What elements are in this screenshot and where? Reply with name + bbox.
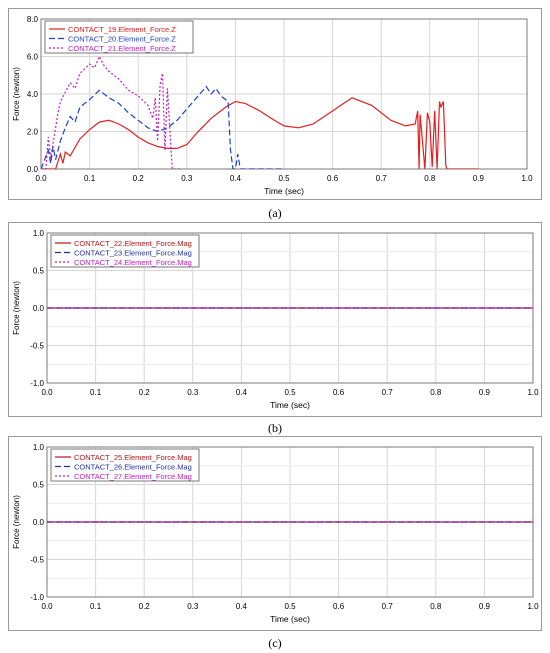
x-axis-label: Time (sec) [264, 186, 304, 196]
series-line-3 [41, 55, 182, 169]
x-tick-label: 0.6 [333, 602, 345, 611]
legend-label: CONTACT_20.Element_Force.Z [68, 35, 176, 44]
caption-c: (c) [268, 636, 282, 650]
y-tick-label: 0.5 [33, 481, 45, 490]
legend-label: CONTACT_24.Element_Force.Mag [74, 258, 192, 267]
y-tick-label: 0.0 [27, 165, 39, 174]
force-chart-a: 0.0 0.1 0.2 0.3 0.4 0.5 0.6 0.7 0.8 0.9 1.0 0.0 2.0 4… [12, 15, 533, 196]
y-tick-label: 2.0 [27, 128, 39, 137]
plot-border [40, 18, 528, 170]
force-chart-c: 0.0 0.1 0.2 0.3 0.4 0.5 0.6 0.7 0.8 0.9 1.0 1.0 0.5 0… [12, 443, 539, 624]
x-tick-label: 0.4 [236, 602, 248, 611]
x-tick-label: 0.8 [430, 602, 442, 611]
legend-label: CONTACT_22.Element_Force.Mag [74, 239, 192, 248]
legend-box [50, 234, 200, 268]
x-tick-label: 0.1 [90, 602, 102, 611]
x-tick-label: 0.3 [181, 174, 193, 183]
y-axis-label: Force (newton) [12, 67, 21, 121]
x-tick-label: 1.0 [527, 602, 539, 611]
x-tick-label: 0.0 [35, 174, 47, 183]
chart-panel-c: 0.0 0.1 0.2 0.3 0.4 0.5 0.6 0.7 0.8 0.9 1.0 1.0 0.5 0… [8, 436, 542, 631]
y-tick-label: -0.5 [30, 556, 44, 565]
legend-label: CONTACT_26.Element_Force.Mag [74, 463, 192, 472]
legend-label: CONTACT_25.Element_Force.Mag [74, 453, 192, 462]
x-tick-label: 0.9 [479, 602, 491, 611]
x-tick-label: 0.7 [382, 602, 394, 611]
x-tick-label: 0.5 [284, 602, 296, 611]
x-tick-label: 0.3 [187, 602, 199, 611]
x-tick-label: 0.2 [139, 388, 151, 397]
x-axis-label: Time (sec) [270, 400, 310, 410]
legend-label: CONTACT_23.Element_Force.Mag [74, 249, 192, 258]
y-tick-label: 0.5 [33, 267, 45, 276]
x-tick-label: 0.4 [236, 388, 248, 397]
x-tick-label: 0.5 [278, 174, 290, 183]
x-tick-label: 0.3 [187, 388, 199, 397]
x-axis-label: Time (sec) [270, 614, 310, 624]
legend-label: CONTACT_21.Element_Force.Z [68, 44, 176, 53]
chart-panel-a: 0.0 0.1 0.2 0.3 0.4 0.5 0.6 0.7 0.8 0.9 1.0 0.0 2.0 4… [8, 8, 542, 200]
y-tick-label: 1.0 [33, 443, 45, 452]
x-tick-label: 0.0 [41, 602, 53, 611]
x-tick-label: 0.8 [424, 174, 436, 183]
y-axis-label: Force (newton) [12, 495, 21, 549]
caption-b: (b) [268, 421, 282, 435]
x-tick-label: 0.0 [41, 388, 53, 397]
y-axis-label: Force (newton) [12, 281, 21, 335]
x-tick-label: 1.0 [527, 388, 539, 397]
x-tick-label: 0.2 [133, 174, 145, 183]
x-tick-label: 0.9 [473, 174, 485, 183]
y-tick-label: 4.0 [27, 90, 39, 99]
legend-box [44, 20, 194, 54]
caption-a: (a) [268, 206, 282, 220]
y-tick-label: 0.0 [33, 518, 45, 527]
y-tick-label: -1.0 [30, 379, 44, 388]
x-tick-label: 0.8 [430, 388, 442, 397]
x-tick-label: 0.2 [139, 602, 151, 611]
x-tick-label: 0.1 [84, 174, 96, 183]
y-tick-label: 0.0 [33, 304, 45, 313]
y-tick-label: 8.0 [27, 15, 39, 24]
x-tick-label: 1.0 [521, 174, 533, 183]
x-tick-label: 0.6 [327, 174, 339, 183]
series-line-2 [41, 85, 284, 169]
y-tick-label: 6.0 [27, 53, 39, 62]
x-tick-label: 0.1 [90, 388, 102, 397]
chart-panel-b: 0.0 0.1 0.2 0.3 0.4 0.5 0.6 0.7 0.8 0.9 1.0 1.0 0.5 0… [8, 222, 542, 417]
y-tick-label: 1.0 [33, 229, 45, 238]
x-tick-label: 0.6 [333, 388, 345, 397]
x-tick-label: 0.7 [376, 174, 388, 183]
force-chart-b: 0.0 0.1 0.2 0.3 0.4 0.5 0.6 0.7 0.8 0.9 1.0 1.0 0.5 0… [12, 229, 539, 410]
y-tick-label: -1.0 [30, 593, 44, 602]
x-tick-label: 0.9 [479, 388, 491, 397]
legend-label: CONTACT_27.Element_Force.Mag [74, 472, 192, 481]
x-tick-label: 0.4 [230, 174, 242, 183]
legend-label: CONTACT_19.Element_Force.Z [68, 25, 176, 34]
legend-box [50, 448, 200, 482]
series-line-1 [41, 97, 479, 169]
y-tick-label: -0.5 [30, 342, 44, 351]
x-tick-label: 0.7 [382, 388, 394, 397]
x-tick-label: 0.5 [284, 388, 296, 397]
